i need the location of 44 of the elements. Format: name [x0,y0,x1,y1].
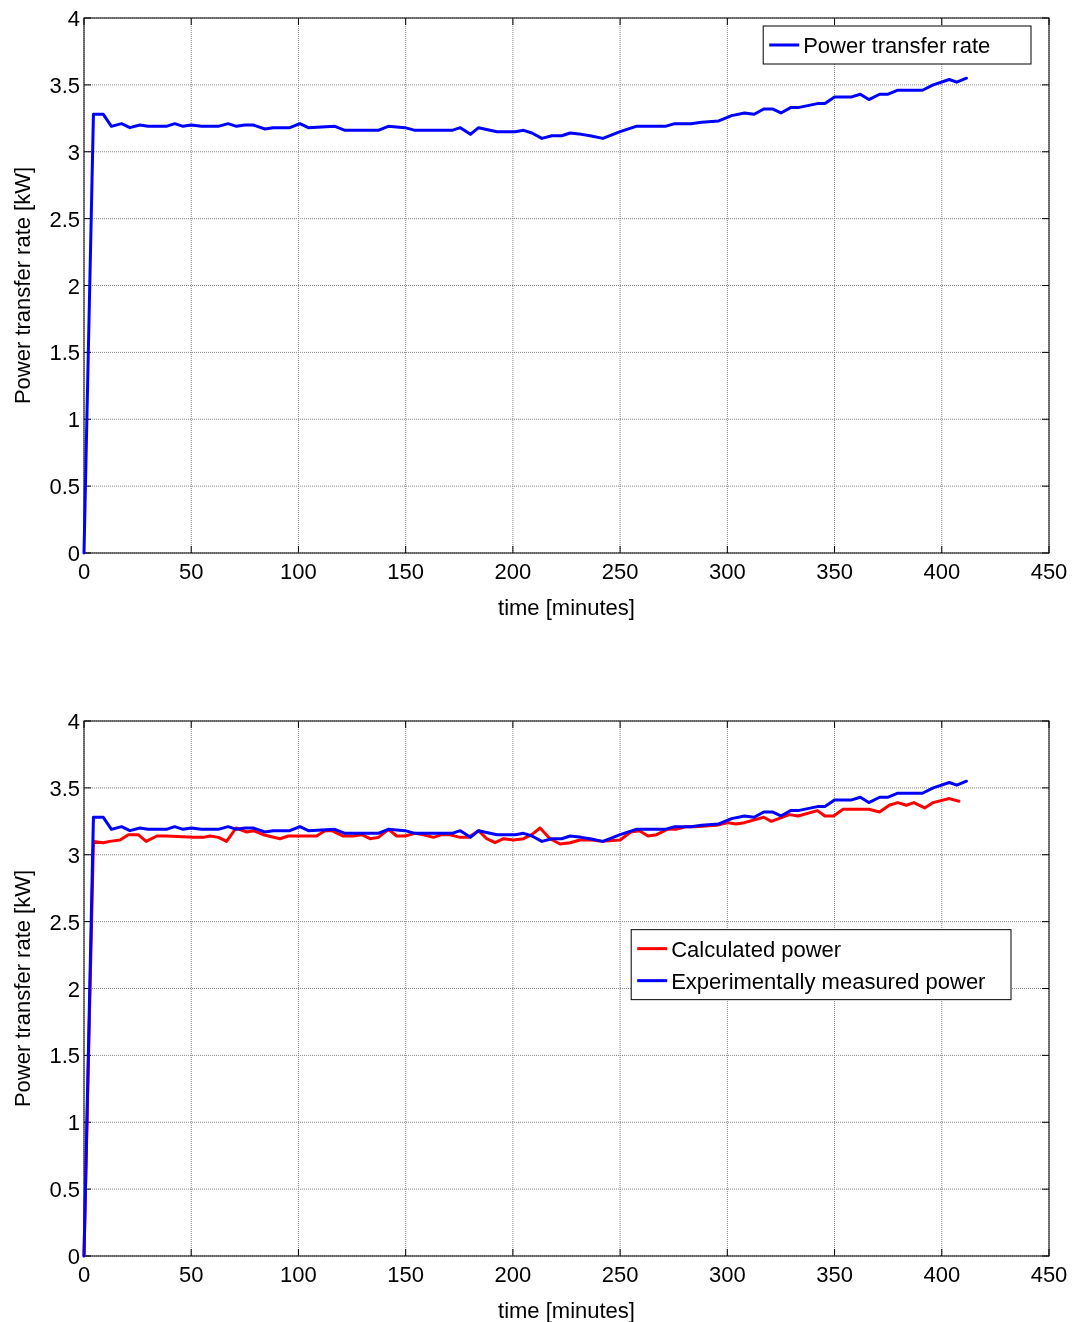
y-tick-label: 3.5 [49,72,80,98]
x-tick-label: 200 [494,559,532,584]
y-tick-label: 2.5 [49,909,80,935]
y-tick-label: 1 [67,1110,80,1136]
y-axis-title: Power transfer rate [kW] [10,166,35,405]
x-tick-label: 50 [178,559,204,584]
y-axis-title: Power transfer rate [kW] [10,869,35,1108]
x-tick-label: 250 [601,559,639,584]
y-tick-label: 0 [67,1244,80,1269]
x-tick-label: 350 [816,559,853,584]
x-axis-title: time [minutes] [498,595,635,620]
x-tick-label: 300 [708,559,746,584]
x-tick-label: 250 [601,1262,639,1287]
y-tick-label: 4 [67,709,80,734]
x-tick-label: 450 [1030,1262,1068,1287]
x-tick-label: 450 [1030,559,1068,584]
y-tick-label: 2 [67,273,80,299]
x-tick-label: 300 [708,1262,746,1287]
x-tick-label: 100 [280,1262,317,1287]
y-tick-label: 1 [67,407,80,433]
x-axis-title: time [minutes] [498,1298,635,1322]
y-tick-label: 1.5 [49,1043,80,1069]
y-tick-label: 3.5 [49,775,80,801]
x-tick-label: 150 [387,1262,425,1287]
legend-label: Experimentally measured power [671,968,986,994]
x-tick-label: 150 [387,559,425,584]
x-tick-label: 200 [494,1262,532,1287]
y-tick-label: 2.5 [49,206,80,232]
x-tick-label: 100 [280,559,317,584]
y-tick-label: 0 [67,541,80,566]
x-tick-label: 50 [178,1262,204,1287]
y-tick-label: 0.5 [49,1177,80,1203]
y-tick-label: 0.5 [49,474,80,500]
y-tick-label: 3 [67,842,80,868]
y-tick-label: 2 [67,976,80,1002]
x-tick-label: 400 [923,1262,961,1287]
y-tick-label: 1.5 [49,340,80,366]
y-tick-label: 4 [67,6,80,31]
y-tick-label: 3 [67,139,80,165]
x-tick-label: 400 [923,559,961,584]
line-series [82,76,968,555]
legend-label: Calculated power [671,936,842,962]
x-tick-label: 350 [816,1262,853,1287]
legend-label: Power transfer rate [803,33,991,58]
